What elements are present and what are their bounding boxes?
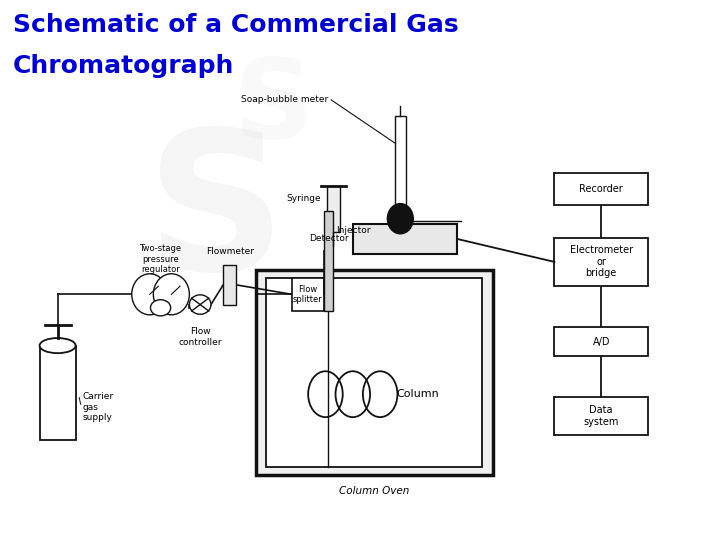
Text: S: S [233, 55, 314, 161]
Bar [353, 224, 457, 254]
Bar [554, 397, 648, 435]
Bar [40, 346, 76, 440]
Text: Carrier
gas
supply: Carrier gas supply [83, 392, 114, 422]
Ellipse shape [387, 204, 413, 234]
Bar [223, 265, 236, 305]
Bar [256, 270, 493, 475]
Bar [292, 278, 324, 310]
Text: Soap-bubble meter: Soap-bubble meter [240, 96, 328, 104]
Ellipse shape [150, 300, 171, 316]
Text: Flow
splitter: Flow splitter [293, 285, 323, 304]
Text: Flow
controller: Flow controller [179, 327, 222, 347]
Text: A/D: A/D [593, 336, 610, 347]
Ellipse shape [40, 338, 76, 353]
Bar [554, 173, 648, 205]
Text: Syringe: Syringe [287, 194, 321, 203]
Bar [395, 116, 406, 205]
Bar [554, 327, 648, 356]
Text: Electrometer
or
bridge: Electrometer or bridge [570, 245, 633, 279]
Text: Column Oven: Column Oven [339, 486, 410, 496]
Text: Data
system: Data system [583, 405, 619, 427]
Text: Injector: Injector [336, 226, 371, 235]
Bar [554, 238, 648, 286]
Text: S: S [146, 122, 286, 310]
Text: Recorder: Recorder [580, 184, 623, 194]
Text: Flowmeter: Flowmeter [206, 247, 253, 255]
Text: Detector: Detector [310, 234, 349, 244]
Ellipse shape [153, 274, 189, 315]
Text: Two-stage
pressure
regulator: Two-stage pressure regulator [140, 244, 181, 274]
Ellipse shape [189, 295, 211, 314]
Text: Chromatograph: Chromatograph [13, 54, 234, 78]
Text: Column: Column [396, 389, 438, 399]
Bar [266, 278, 482, 467]
Bar [327, 186, 340, 232]
Text: Schematic of a Commercial Gas: Schematic of a Commercial Gas [13, 14, 459, 37]
Bar [324, 211, 333, 310]
Ellipse shape [132, 274, 168, 315]
